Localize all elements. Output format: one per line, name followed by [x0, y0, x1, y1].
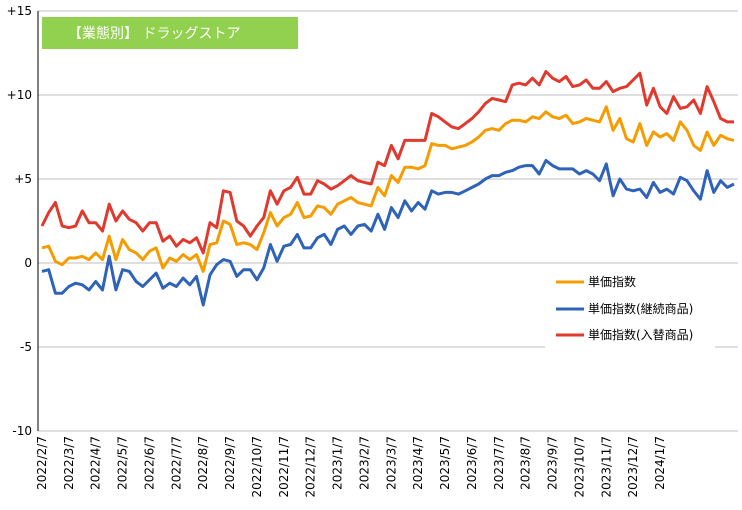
legend-label-0: 単価指数	[588, 274, 636, 289]
x-tick-label-20: 2023/10/7	[572, 436, 586, 498]
x-tick-label-0: 2022/2/7	[35, 436, 49, 490]
legend-label-2: 単価指数(入替商品)	[588, 327, 693, 342]
series-lines	[40, 70, 735, 307]
x-tick-label-19: 2023/9/7	[546, 436, 560, 490]
x-tick-label-1: 2022/3/7	[62, 436, 76, 490]
chart-title-background	[42, 17, 298, 49]
gridlines	[38, 10, 738, 432]
x-axis-tick-labels: 2022/2/7 2022/3/7 2022/4/7 2022/5/7 2022/6/7…	[35, 436, 667, 498]
y-tick-label-5: +15	[7, 4, 32, 18]
series-line-0	[41, 105, 735, 273]
x-tick-label-23: 2024/1/7	[653, 436, 667, 490]
x-tick-label-5: 2022/7/7	[169, 436, 183, 490]
x-tick-label-7: 2022/9/7	[223, 436, 237, 490]
x-tick-label-17: 2023/7/7	[492, 436, 506, 490]
x-tick-label-11: 2023/1/7	[331, 436, 345, 490]
x-tick-label-13: 2023/3/7	[384, 436, 398, 490]
chart-title-box: 【業態別】 ドラッグストア	[42, 17, 298, 49]
x-tick-label-2: 2022/4/7	[89, 436, 103, 490]
y-tick-label-1: -5	[20, 340, 32, 354]
x-tick-label-12: 2023/2/7	[357, 436, 371, 490]
x-tick-label-10: 2022/12/7	[304, 436, 318, 498]
y-tick-label-0: -10	[12, 424, 32, 438]
legend-label-1: 単価指数(継続商品)	[588, 301, 693, 316]
x-tick-label-16: 2023/6/7	[465, 436, 479, 490]
y-tick-label-4: +10	[7, 88, 32, 102]
y-axis-tick-labels: -10 -5 0 +5 +10 +15	[7, 4, 32, 438]
x-tick-label-18: 2023/8/7	[519, 436, 533, 490]
x-tick-label-9: 2022/11/7	[277, 436, 291, 498]
x-tick-label-14: 2023/4/7	[411, 436, 425, 490]
y-tick-label-3: +5	[14, 172, 32, 186]
x-tick-label-4: 2022/6/7	[142, 436, 156, 490]
series-line-1	[41, 159, 735, 307]
x-tick-label-3: 2022/5/7	[116, 436, 130, 490]
x-tick-label-8: 2022/10/7	[250, 436, 264, 498]
legend: 単価指数 単価指数(継続商品) 単価指数(入替商品)	[545, 268, 715, 352]
series-line-2	[40, 70, 734, 255]
x-tick-label-6: 2022/8/7	[196, 436, 210, 490]
x-tick-label-22: 2023/12/7	[626, 436, 640, 498]
x-tick-label-21: 2023/11/7	[599, 436, 613, 498]
x-tick-label-15: 2023/5/7	[438, 436, 452, 490]
y-tick-label-2: 0	[24, 256, 32, 270]
chart-title: 【業態別】 ドラッグストア	[68, 26, 240, 42]
